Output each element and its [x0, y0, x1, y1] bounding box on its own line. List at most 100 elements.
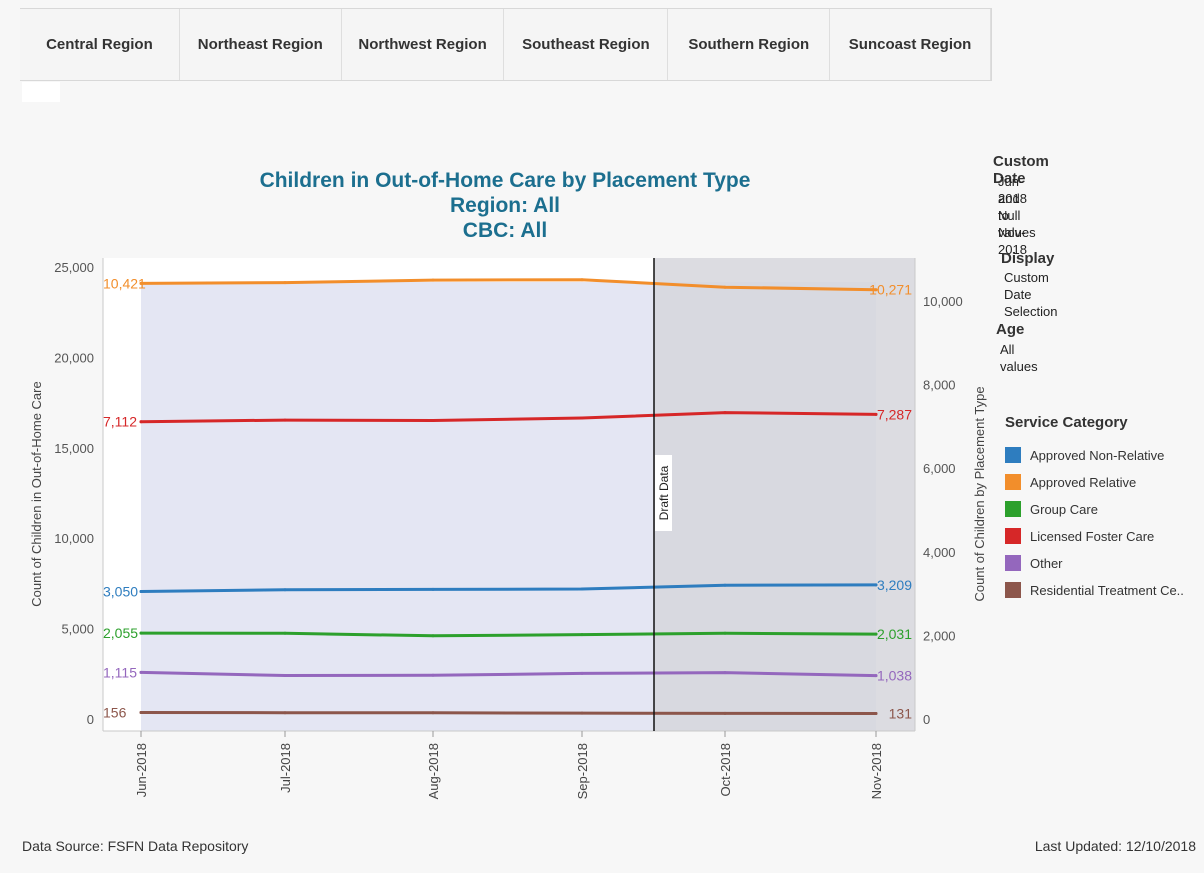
data-point — [580, 278, 584, 282]
tab-southeast-region[interactable]: Southeast Region — [504, 9, 669, 80]
data-point — [283, 281, 287, 285]
data-point — [874, 412, 878, 416]
y-right-tick-label: 6,000 — [923, 461, 956, 476]
blank-panel — [22, 82, 60, 102]
series-line-1 — [139, 411, 878, 424]
legend-swatch — [1005, 501, 1021, 517]
legend-item-1[interactable]: Approved Relative — [1005, 473, 1136, 491]
data-point — [139, 590, 143, 593]
data-point — [283, 418, 287, 422]
series-end-label: 7,287 — [877, 406, 912, 422]
data-point — [723, 631, 727, 635]
y-left-tick-label: 25,000 — [54, 260, 94, 275]
y-right-tick-label: 8,000 — [923, 378, 956, 393]
draft-data-label: Draft Data — [657, 465, 671, 520]
series-end-label: 10,271 — [869, 282, 912, 298]
custom-date-title: Custom Date — [993, 153, 1049, 187]
display-filter-value[interactable]: Custom Date Selection — [1004, 270, 1058, 319]
data-point — [431, 711, 435, 715]
legend-label: Approved Non-Relative — [1030, 447, 1165, 463]
series-line-4 — [139, 670, 878, 678]
data-point — [874, 712, 878, 715]
series-end-label: 2,031 — [877, 626, 912, 642]
legend-item-2[interactable]: Group Care — [1005, 500, 1098, 518]
custom-date-value-2[interactable]: and Null values — [998, 191, 1036, 240]
legend-swatch — [1005, 555, 1021, 571]
tab-southern-region[interactable]: Southern Region — [668, 9, 831, 80]
display-filter-title: Display — [1001, 250, 1055, 267]
custom-date-value-1[interactable]: Jun-2018 to Nov-2018 — [998, 174, 1027, 257]
age-filter-value[interactable]: All values — [1000, 342, 1038, 374]
tab-northwest-region[interactable]: Northwest Region — [342, 9, 505, 80]
legend-swatch — [1005, 582, 1021, 598]
data-point — [723, 411, 727, 415]
x-tick-label: Jul-2018 — [278, 743, 293, 793]
legend-title: Service Category — [1005, 414, 1128, 431]
legend-swatch — [1005, 447, 1021, 463]
y-left-tick-label: 15,000 — [54, 441, 94, 456]
draft-label-box — [655, 455, 672, 531]
legend-item-3[interactable]: Licensed Foster Care — [1005, 527, 1154, 545]
data-point — [874, 583, 878, 587]
data-point — [723, 285, 727, 289]
legend-item-0[interactable]: Approved Non-Relative — [1005, 446, 1164, 464]
draft-shade — [654, 258, 915, 731]
y-left-tick-label: 20,000 — [54, 350, 94, 365]
last-updated: Last Updated: 12/10/2018 — [1034, 838, 1196, 854]
legend-label: Residential Treatment Ce.. — [1030, 582, 1184, 598]
chart-title-line-3: CBC: All — [462, 219, 548, 242]
series-start-label: 156 — [103, 704, 127, 720]
x-tick-label: Aug-2018 — [426, 743, 441, 799]
series-line-0 — [139, 278, 878, 292]
data-point — [580, 711, 584, 715]
y-right-tick-label: 0 — [923, 712, 930, 727]
x-tick-label: Oct-2018 — [718, 743, 733, 796]
data-point — [431, 587, 435, 591]
tab-northeast-region[interactable]: Northeast Region — [180, 9, 342, 80]
legend-item-4[interactable]: Other — [1005, 554, 1063, 572]
data-point — [580, 633, 584, 637]
data-point — [139, 420, 143, 424]
data-point — [431, 419, 435, 422]
series-start-label: 2,055 — [103, 625, 138, 641]
data-point — [283, 588, 287, 592]
data-point — [723, 711, 727, 715]
data-point — [139, 711, 143, 714]
region-tab-bar: Central Region Northeast Region Northwest … — [20, 8, 992, 81]
data-point — [874, 674, 878, 678]
series-end-label: 3,209 — [877, 577, 912, 593]
series-line-3 — [139, 631, 878, 638]
chart-title-line-2: Region: All — [449, 194, 561, 217]
x-tick-label: Jun-2018 — [134, 743, 149, 797]
legend-item-5[interactable]: Residential Treatment Ce.. — [1005, 581, 1184, 599]
tab-central-region[interactable]: Central Region — [20, 9, 180, 80]
x-tick-label: Nov-2018 — [869, 743, 884, 799]
legend-swatch — [1005, 474, 1021, 490]
data-point — [283, 631, 287, 635]
series-line-5 — [139, 711, 878, 715]
legend-label: Approved Relative — [1030, 474, 1137, 490]
tab-suncoast-region[interactable]: Suncoast Region — [830, 9, 991, 80]
series-start-label: 1,115 — [103, 664, 137, 680]
series-end-label: 131 — [889, 706, 913, 722]
y-left-tick-label: 10,000 — [54, 531, 94, 546]
legend-label: Other — [1030, 555, 1063, 571]
data-point — [139, 281, 143, 285]
y-right-tick-label: 4,000 — [923, 545, 956, 560]
data-point — [874, 632, 878, 636]
data-point — [139, 631, 143, 635]
chart-title-line-1: Children in Out-of-Home Care by Placemen… — [259, 169, 751, 192]
data-point — [580, 416, 584, 420]
series-line-2 — [139, 583, 878, 593]
data-point — [431, 278, 435, 282]
series-start-label: 10,421 — [103, 275, 146, 291]
data-point — [431, 634, 435, 638]
series-end-label: 1,038 — [877, 668, 912, 684]
data-point — [580, 587, 584, 591]
y-right-axis-title: Count of Children by Placement Type — [972, 386, 987, 601]
y-left-axis-title: Count of Children in Out-of-Home Care — [29, 381, 44, 606]
data-point — [431, 673, 435, 677]
age-filter-title: Age — [996, 321, 1025, 338]
data-source: Data Source: FSFN Data Repository — [22, 838, 249, 854]
